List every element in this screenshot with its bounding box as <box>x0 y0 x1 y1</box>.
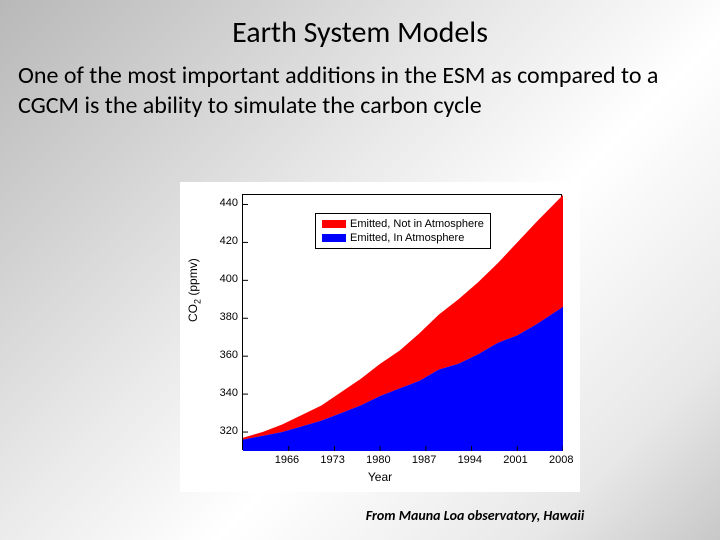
plot-area: Emitted, Not in Atmosphere Emitted, In A… <box>242 194 562 450</box>
y-tick-label: 320 <box>220 425 238 437</box>
x-tick-label: 1973 <box>320 454 344 466</box>
y-tick-label: 420 <box>220 235 238 247</box>
x-tick-label: 2001 <box>503 454 527 466</box>
slide-title: Earth System Models <box>0 0 720 51</box>
y-tick-label: 360 <box>220 349 238 361</box>
x-tick-label: 1994 <box>458 454 482 466</box>
y-axis-label: CO2 (ppmv) <box>186 258 202 322</box>
y-tick-label: 340 <box>220 387 238 399</box>
legend-swatch-icon <box>322 220 346 228</box>
y-tick-label: 380 <box>220 311 238 323</box>
chart-legend: Emitted, Not in Atmosphere Emitted, In A… <box>315 213 491 249</box>
co2-chart: Emitted, Not in Atmosphere Emitted, In A… <box>180 182 580 492</box>
x-tick-label: 1966 <box>275 454 299 466</box>
x-tick-label: 1980 <box>366 454 390 466</box>
chart-caption: From Mauna Loa observatory, Hawaii <box>0 507 720 524</box>
legend-item: Emitted, In Atmosphere <box>322 231 484 245</box>
x-tick-label: 1987 <box>412 454 436 466</box>
x-tick-label: 2008 <box>549 454 573 466</box>
legend-label: Emitted, In Atmosphere <box>350 231 464 245</box>
legend-item: Emitted, Not in Atmosphere <box>322 217 484 231</box>
y-tick-label: 440 <box>220 197 238 209</box>
x-axis-label: Year <box>180 470 580 484</box>
y-tick-label: 400 <box>220 273 238 285</box>
legend-label: Emitted, Not in Atmosphere <box>350 217 484 231</box>
slide-body-text: One of the most important additions in t… <box>0 51 720 121</box>
legend-swatch-icon <box>322 234 346 242</box>
